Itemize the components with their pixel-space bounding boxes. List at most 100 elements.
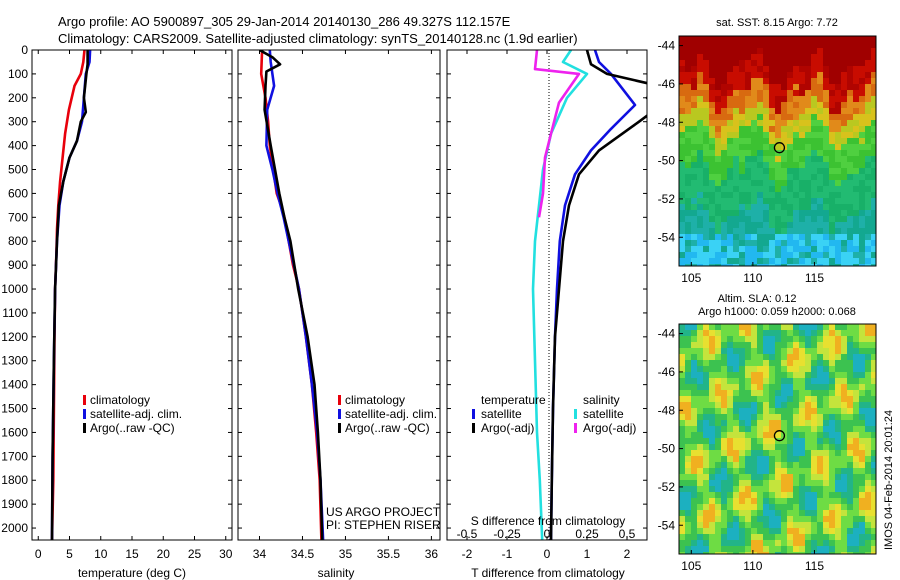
heatmap-cell [835,414,842,421]
heatmap-cell [745,186,752,193]
heatmap-cell [733,138,740,145]
heatmap-cell [769,186,776,193]
heatmap-cell [835,384,842,391]
heatmap-cell [781,378,788,385]
heatmap-cell [841,426,848,433]
x-tick-label: 2 [624,547,631,561]
x2-tick-label: 0.5 [619,527,636,541]
heatmap-cell [793,342,800,349]
heatmap-cell [835,120,842,127]
heatmap-cell [703,420,710,427]
heatmap-cell [799,384,806,391]
heatmap-cell [859,144,866,151]
heatmap-cell [859,36,866,43]
heatmap-cell [823,138,830,145]
heatmap-cell [715,516,722,523]
heatmap-cell [805,378,812,385]
heatmap-cell [703,498,710,505]
heatmap-cell [703,366,710,373]
heatmap-cell [811,420,818,427]
heatmap-cell [715,132,722,139]
heatmap-cell [703,342,710,349]
heatmap-cell [841,36,848,43]
heatmap-cell [709,348,716,355]
heatmap-cell [679,36,686,43]
heatmap-cell [751,372,758,379]
heatmap-cell [745,174,752,181]
heatmap-cell [715,48,722,55]
heatmap-cell [811,246,818,253]
heatmap-cell [835,186,842,193]
heatmap-cell [739,408,746,415]
heatmap-cell [805,36,812,43]
heatmap-cell [697,402,704,409]
heatmap-cell [775,486,782,493]
heatmap-cell [691,186,698,193]
heatmap-cell [709,504,716,511]
heatmap-cell [769,138,776,145]
heatmap-cell [709,180,716,187]
heatmap-cell [793,372,800,379]
heatmap-cell [757,462,764,469]
heatmap-cell [787,204,794,211]
heatmap-cell [745,504,752,511]
heatmap-cell [769,342,776,349]
heatmap-cell [805,438,812,445]
heatmap-cell [799,90,806,97]
heatmap-cell [823,336,830,343]
heatmap-cell [805,492,812,499]
heatmap-cell [871,372,877,379]
heatmap-cell [865,534,872,541]
heatmap-cell [715,66,722,73]
heatmap-cell [805,60,812,67]
heatmap-cell [679,474,686,481]
heatmap-cell [727,228,734,235]
heatmap-cell [829,372,836,379]
heatmap-cell [847,132,854,139]
heatmap-cell [775,522,782,529]
heatmap-cell [769,432,776,439]
heatmap-cell [697,414,704,421]
heatmap-cell [769,96,776,103]
heatmap-cell [709,168,716,175]
heatmap-cell [733,330,740,337]
heatmap-cell [793,348,800,355]
heatmap-cell [685,66,692,73]
heatmap-cell [763,108,770,115]
heatmap-cell [829,444,836,451]
heatmap-cell [685,156,692,163]
heatmap-cell [865,264,872,267]
heatmap-cell [769,552,776,555]
heatmap-cell [697,546,704,553]
heatmap-cell [793,84,800,91]
heatmap-cell [733,498,740,505]
heatmap-cell [685,108,692,115]
heatmap-cell [793,216,800,223]
heatmap-cell [817,60,824,67]
heatmap-cell [697,366,704,373]
heatmap-cell [721,168,728,175]
heatmap-cell [733,522,740,529]
heatmap-cell [769,396,776,403]
heatmap-cell [721,330,728,337]
heatmap-cell [751,36,758,43]
heatmap-cell [829,240,836,247]
heatmap-cell [721,480,728,487]
heatmap-cell [805,456,812,463]
heatmap-cell [769,402,776,409]
heatmap-cell [847,336,854,343]
heatmap-cell [793,210,800,217]
heatmap-cell [709,222,716,229]
temperature-axes-box [31,49,233,541]
heatmap-cell [703,132,710,139]
heatmap-cell [847,156,854,163]
heatmap-cell [847,396,854,403]
heatmap-cell [733,264,740,267]
heatmap-cell [763,126,770,133]
heatmap-cell [811,138,818,145]
heatmap-cell [865,420,872,427]
heatmap-cell [697,120,704,127]
heatmap-cell [865,552,872,555]
heatmap-cell [811,360,818,367]
heatmap-cell [757,210,764,217]
